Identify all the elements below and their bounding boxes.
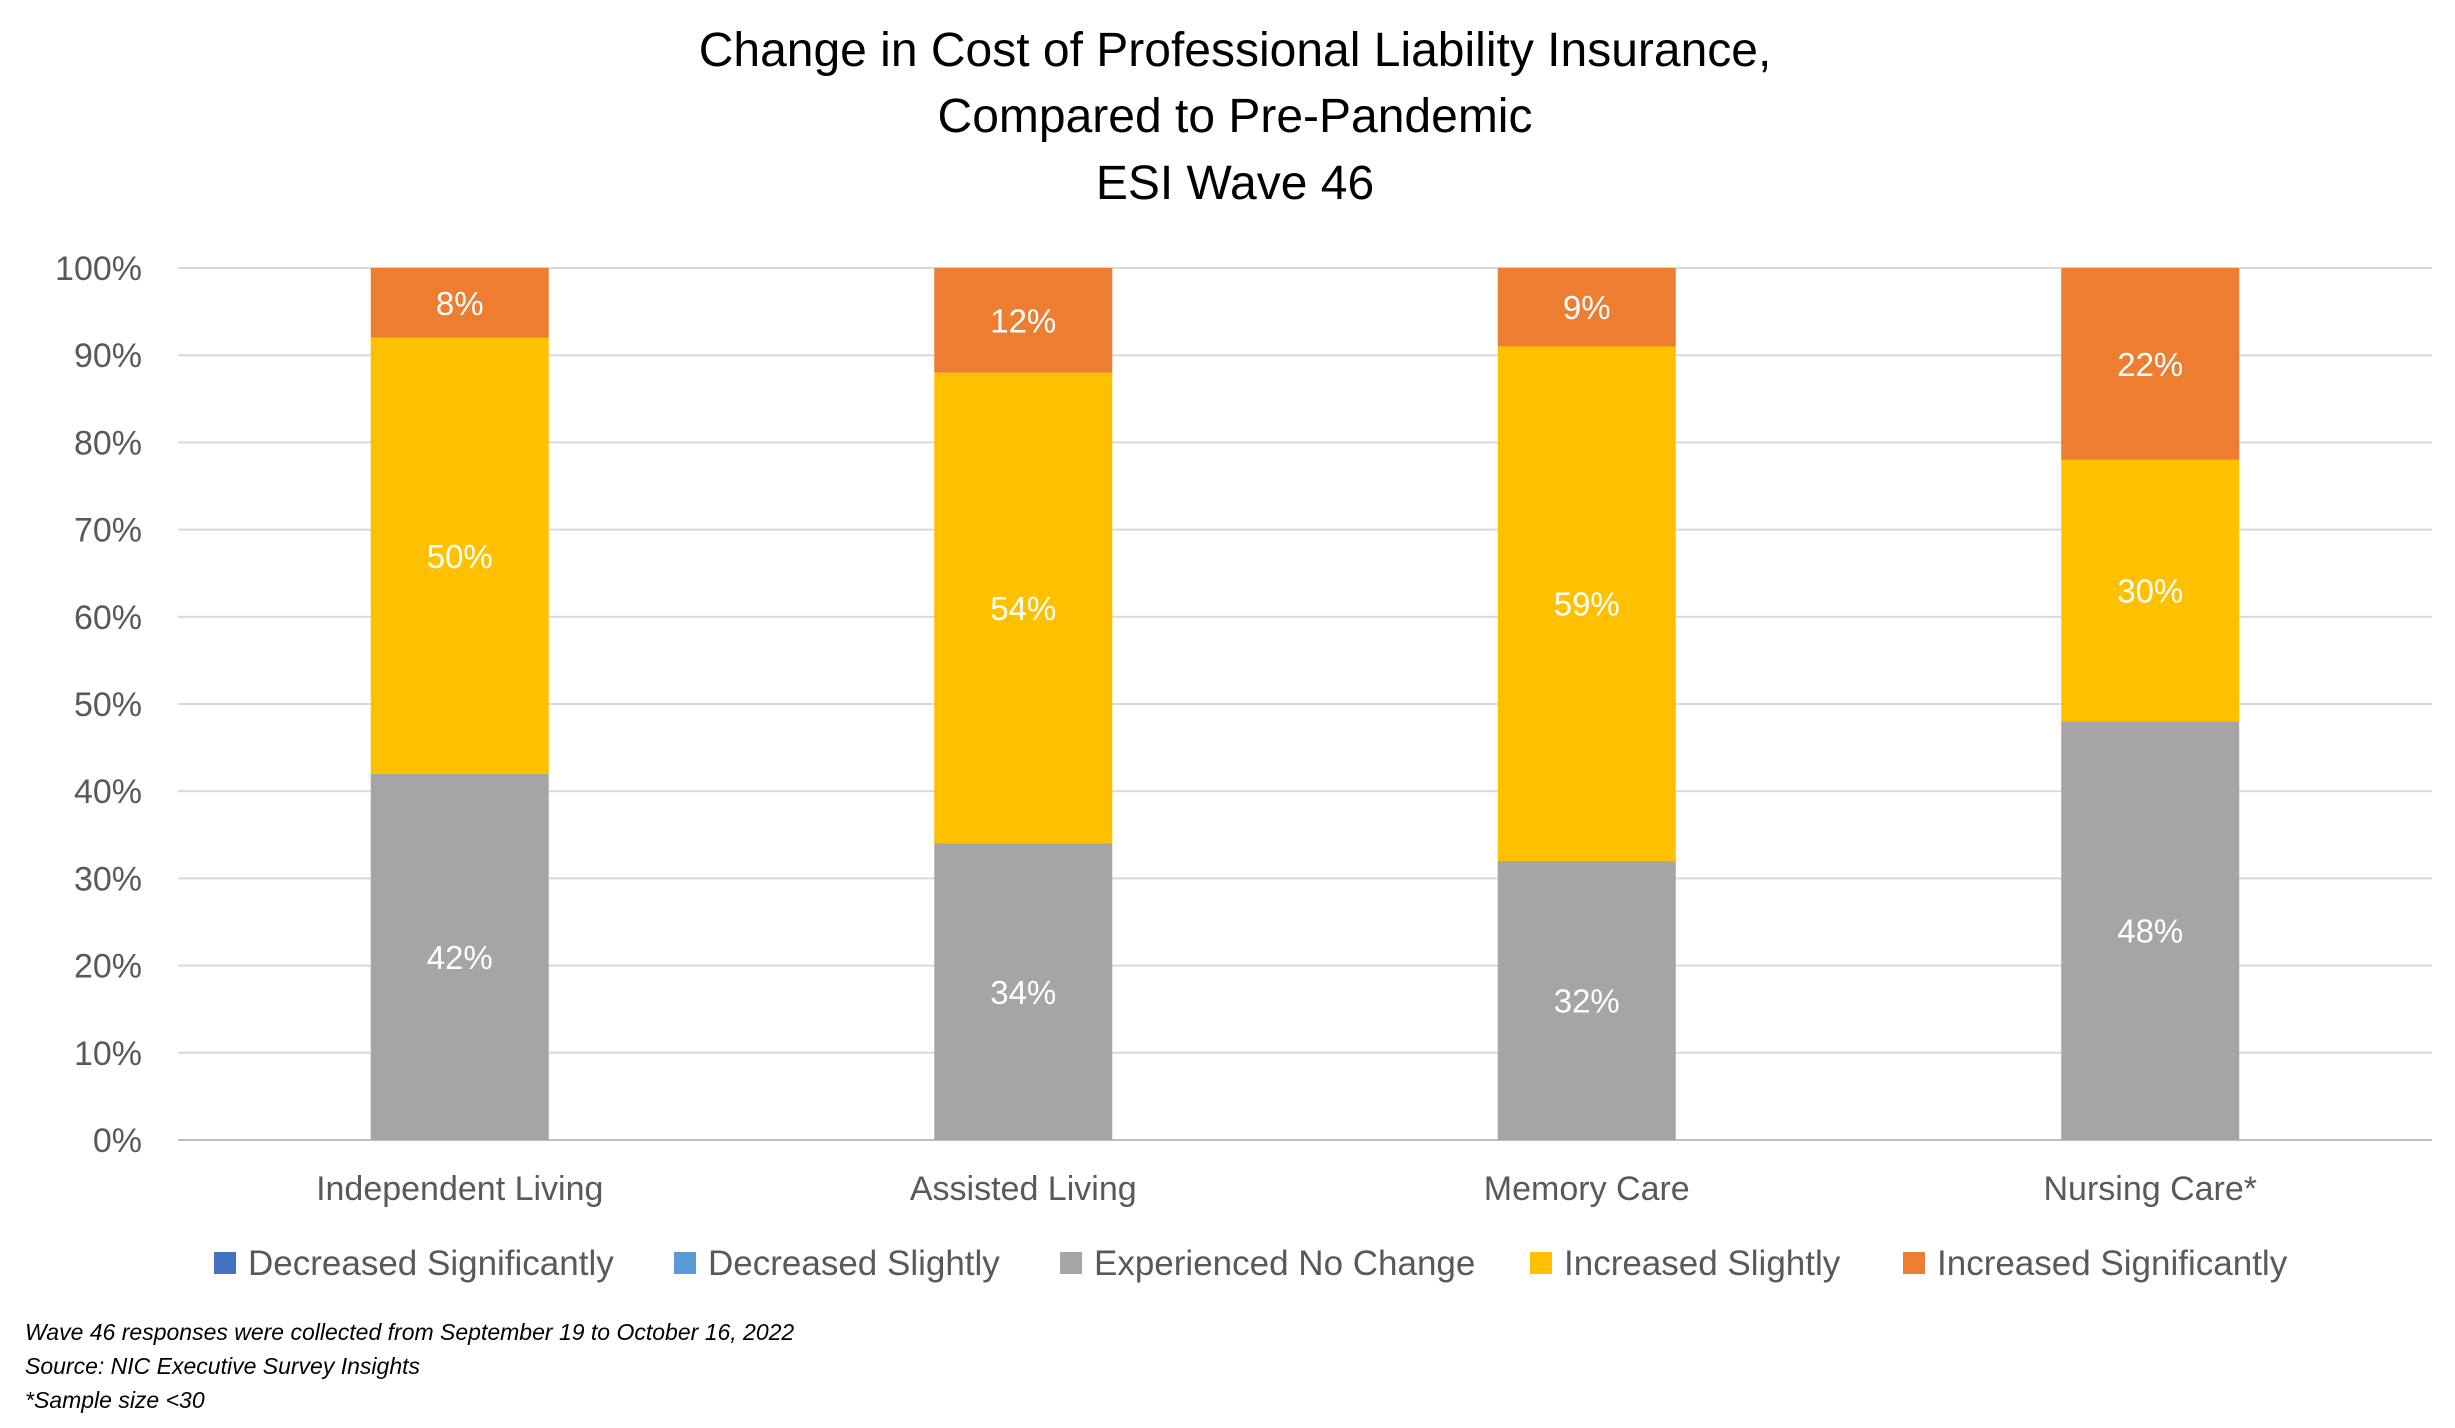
legend-swatch — [1903, 1252, 1925, 1274]
data-label: 32% — [1554, 982, 1620, 1019]
data-label: 12% — [990, 302, 1056, 339]
data-label: 30% — [2117, 573, 2183, 610]
data-label: 8% — [436, 285, 484, 322]
legend-label: Decreased Slightly — [708, 1244, 1000, 1283]
data-label: 9% — [1563, 289, 1611, 326]
data-label: 34% — [990, 974, 1056, 1011]
bar-segment — [1497, 346, 1676, 861]
chart-title-line-3: ESI Wave 46 — [1096, 157, 1374, 210]
bar-segment — [1497, 860, 1676, 1140]
x-tick-label: Memory Care — [1484, 1170, 1690, 1208]
bar-segment — [2061, 721, 2240, 1140]
footnotes: Wave 46 responses were collected from Se… — [25, 1319, 794, 1413]
y-tick-label: 90% — [74, 337, 142, 375]
y-tick-label: 30% — [74, 860, 142, 898]
y-tick-label: 80% — [74, 424, 142, 462]
chart-title: Change in Cost of Professional Liability… — [699, 24, 1772, 210]
y-tick-label: 60% — [74, 599, 142, 637]
legend-label: Increased Slightly — [1564, 1244, 1841, 1283]
chart-title-line-1: Change in Cost of Professional Liability… — [699, 24, 1772, 77]
data-label: 50% — [427, 538, 493, 575]
data-label: 42% — [427, 939, 493, 976]
data-label: 22% — [2117, 346, 2183, 383]
y-tick-label: 0% — [93, 1122, 142, 1160]
bar-segment — [370, 773, 549, 1140]
legend-swatch — [1530, 1252, 1552, 1274]
y-tick-label: 50% — [74, 686, 142, 724]
x-tick-label: Independent Living — [316, 1170, 603, 1208]
bar-segment — [2061, 459, 2240, 722]
legend-label: Decreased Significantly — [248, 1244, 614, 1283]
legend-label: Experienced No Change — [1094, 1244, 1475, 1283]
bars — [370, 268, 2240, 1140]
data-label: 48% — [2117, 913, 2183, 950]
footnote-source: Source: NIC Executive Survey Insights — [25, 1353, 420, 1379]
y-axis: 0% 10% 20% 30% 40% 50% 60% 70% 80% 90% 100% — [55, 250, 142, 1160]
y-tick-label: 20% — [74, 948, 142, 986]
gridlines — [178, 267, 2432, 1141]
footnote-sample-size: *Sample size <30 — [25, 1387, 205, 1413]
y-tick-label: 40% — [74, 773, 142, 811]
bar-segment — [934, 372, 1113, 844]
data-label: 59% — [1554, 586, 1620, 623]
legend-swatch — [674, 1252, 696, 1274]
bar-segment — [934, 843, 1113, 1140]
x-tick-label: Assisted Living — [910, 1170, 1137, 1208]
legend-swatch — [1060, 1252, 1082, 1274]
y-tick-label: 100% — [55, 250, 142, 288]
footnote-dates: Wave 46 responses were collected from Se… — [25, 1319, 794, 1345]
bar-segment — [1497, 268, 1676, 347]
bar-segment — [934, 268, 1113, 373]
y-tick-label: 10% — [74, 1035, 142, 1073]
chart-title-line-2: Compared to Pre-Pandemic — [938, 90, 1533, 143]
legend-label: Increased Significantly — [1937, 1244, 2288, 1283]
data-label: 54% — [990, 590, 1056, 627]
bar-segment — [370, 268, 549, 338]
bar-segment — [370, 337, 549, 774]
legend: Decreased Significantly Decreased Slightl… — [214, 1244, 2288, 1283]
y-tick-label: 70% — [74, 512, 142, 550]
data-labels: 42% 50% 8% 34% 54% 12% 32% 59% 9% 48% 30% 22% — [427, 285, 2184, 1020]
legend-swatch — [214, 1252, 236, 1274]
bar-segment — [2061, 268, 2240, 460]
x-axis: Independent Living Assisted Living Memory … — [316, 1170, 2257, 1208]
x-tick-label: Nursing Care* — [2043, 1170, 2257, 1208]
